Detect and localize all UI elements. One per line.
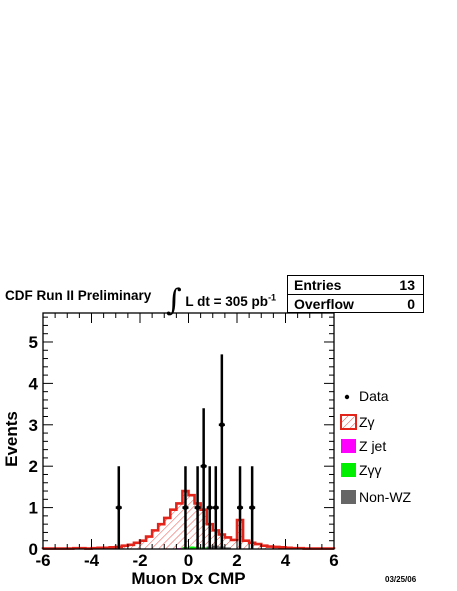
integral-symbol: ∫ [166,283,182,318]
luminosity-exponent: -1 [268,292,277,303]
legend-nonwz-label: Non-WZ [359,489,412,505]
zgamma-bar-35 [255,544,262,549]
data-point-6 [219,422,225,428]
data-point-2 [195,505,201,511]
legend [340,394,357,504]
stats-entries-row: Entries 13 [294,277,415,293]
y-tick-label: 3 [29,416,38,435]
zgamma-bar-30 [224,537,231,549]
luminosity-text: L dt = 305 pb [185,294,269,309]
data-point-0 [116,505,122,511]
date-stamp: 03/25/06 [385,575,417,584]
zgamma-bar-17 [146,536,153,549]
zgamma-bar-20 [164,517,171,549]
x-tick-label: -6 [35,551,50,570]
stats-box: Entries 13 Overflow 0 [287,275,424,313]
legend-zjet-swatch [341,439,356,453]
y-tick-label: 1 [29,499,38,518]
tick-labels: -6 -4 -2 0 2 4 6 0 1 2 3 4 5 [29,333,339,570]
x-tick-label: 2 [232,551,241,570]
y-tick-label: 5 [29,333,38,352]
legend-nonwz-swatch [341,490,356,504]
y-tick-label: 4 [29,374,39,393]
x-tick-label: 4 [281,551,291,570]
legend-zgg-swatch [341,463,356,477]
x-tick-label: 0 [184,551,193,570]
entries-value: 13 [399,277,415,293]
y-tick-label: 0 [29,540,38,559]
zgamma-bar-21 [170,509,177,549]
zgamma-bar-16 [140,540,147,549]
axis-ticks [42,313,335,550]
y-tick-label: 2 [29,457,38,476]
legend-zgamma-swatch [340,414,357,430]
data-point-5 [213,505,219,511]
legend-zjet-label: Z jet [359,438,387,454]
legend-zgg-label: Zγγ [359,462,382,478]
data-point-4 [207,505,213,511]
overflow-value: 0 [407,296,415,312]
overflow-label: Overflow [294,296,354,312]
experiment-prefix: CDF Run II Preliminary [5,288,152,303]
stats-overflow-row: Overflow 0 [294,296,415,312]
stats-divider [288,294,423,295]
nonwz-bar-3 [224,547,231,549]
zgamma-bar-19 [158,524,165,549]
zgamma-bar-24 [188,495,195,549]
luminosity-label: ∫ L dt = 305 pb-1 [166,279,277,318]
zgamma-bar-13 [121,545,128,549]
zgamma-bar-15 [133,542,140,549]
legend-data-label: Data [359,388,389,404]
x-axis-label: Muon Dx CMP [131,569,245,588]
zgamma-bar-36 [261,545,268,549]
x-tick-label: -2 [132,551,147,570]
zgamma-bar-18 [152,530,159,549]
data-point-8 [249,505,255,511]
zgamma-outline [41,489,336,550]
zgamma-bar-14 [127,544,134,549]
experiment-label: CDF Run II Preliminary [5,288,151,303]
x-tick-label: -4 [84,551,100,570]
data-point-1 [182,505,188,511]
zgg-bar-1 [188,546,195,549]
zgamma-bar-22 [176,503,183,549]
data-point-7 [237,505,243,511]
y-axis-label: Events [2,411,21,467]
data-point-3 [201,463,207,469]
x-tick-label: 6 [329,551,338,570]
data-points-layer [115,354,256,549]
zgamma-bar-33 [243,540,250,549]
legend-data-marker [344,394,350,400]
entries-label: Entries [294,277,342,293]
zgamma-bar-31 [230,539,237,549]
legend-zgamma-label: Zγ [359,414,375,430]
